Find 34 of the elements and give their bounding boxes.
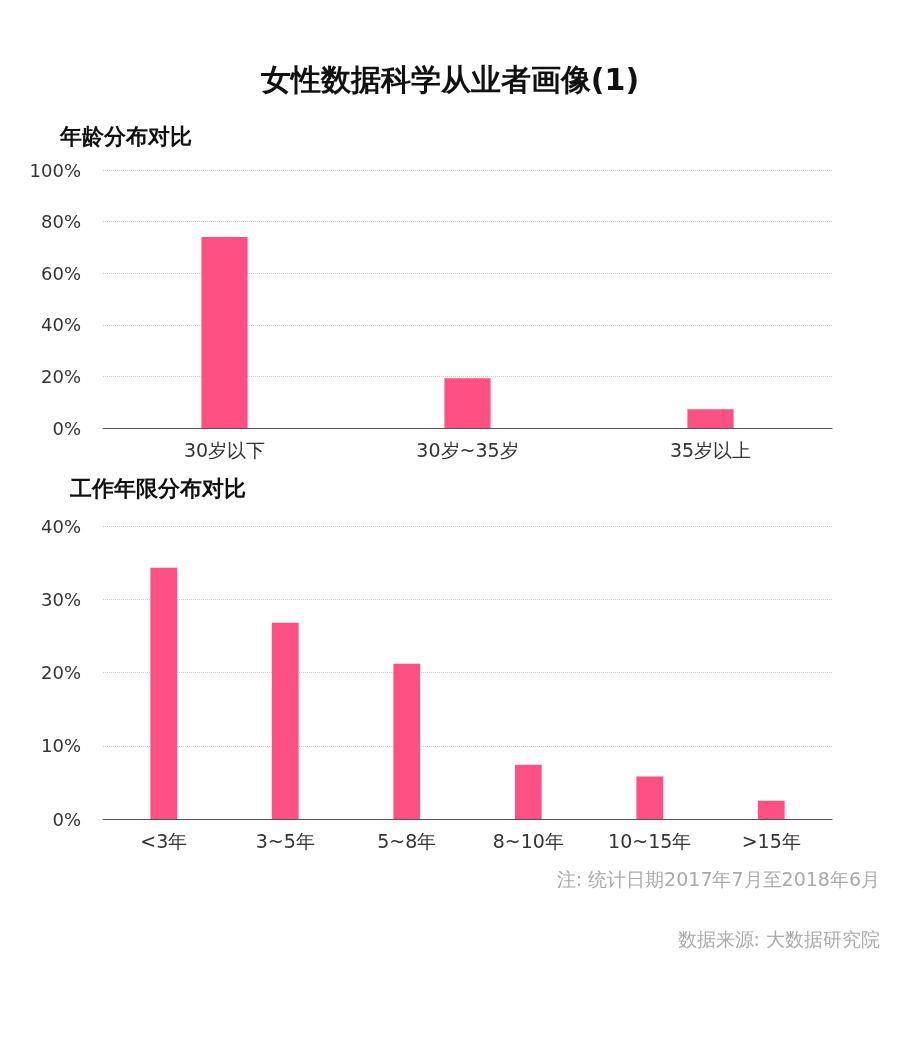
x-tick-label: 8~10年 <box>492 829 564 852</box>
chart-subtitle: 年龄分布对比 <box>58 123 193 151</box>
y-tick-label: 40% <box>40 314 81 336</box>
y-tick-label: 0% <box>52 417 81 439</box>
x-tick-label: 30岁以下 <box>183 438 266 461</box>
bar <box>444 378 491 428</box>
y-tick-label: 100% <box>29 159 81 181</box>
bar <box>687 409 734 428</box>
y-tick-label: 40% <box>40 515 81 537</box>
x-tick-label: 5~8年 <box>377 829 437 852</box>
x-tick-label: 35岁以上 <box>669 438 752 461</box>
bar <box>271 622 299 819</box>
x-tick-label: <3年 <box>140 829 188 852</box>
y-tick-label: 20% <box>40 662 81 683</box>
bar <box>636 776 664 819</box>
x-tick-label: >15年 <box>741 829 801 852</box>
bar <box>201 237 248 428</box>
y-tick-label: 30% <box>40 588 81 610</box>
chart-title: 工作年限分布对比 <box>69 475 247 503</box>
x-tick-label: 3~5年 <box>255 829 315 852</box>
text: 注: 统计日期2017年7月至2018年6月 <box>555 867 881 892</box>
x-tick-label: 30岁~35岁 <box>416 438 519 461</box>
y-tick-label: 20% <box>40 365 81 387</box>
bar <box>150 567 178 819</box>
y-tick-label: 80% <box>40 211 81 233</box>
bar <box>393 663 421 819</box>
bar <box>757 800 785 819</box>
x-tick-label: 10~15年 <box>608 829 692 852</box>
source-note: 数据来源: 大数据研究院 <box>676 927 881 952</box>
y-tick-label: 60% <box>40 262 81 284</box>
chart-title: 女性数据科学从业者画像(1) <box>259 61 641 99</box>
bar <box>514 764 542 819</box>
y-tick-label: 0% <box>52 808 81 830</box>
y-tick-label: 10% <box>40 735 81 757</box>
